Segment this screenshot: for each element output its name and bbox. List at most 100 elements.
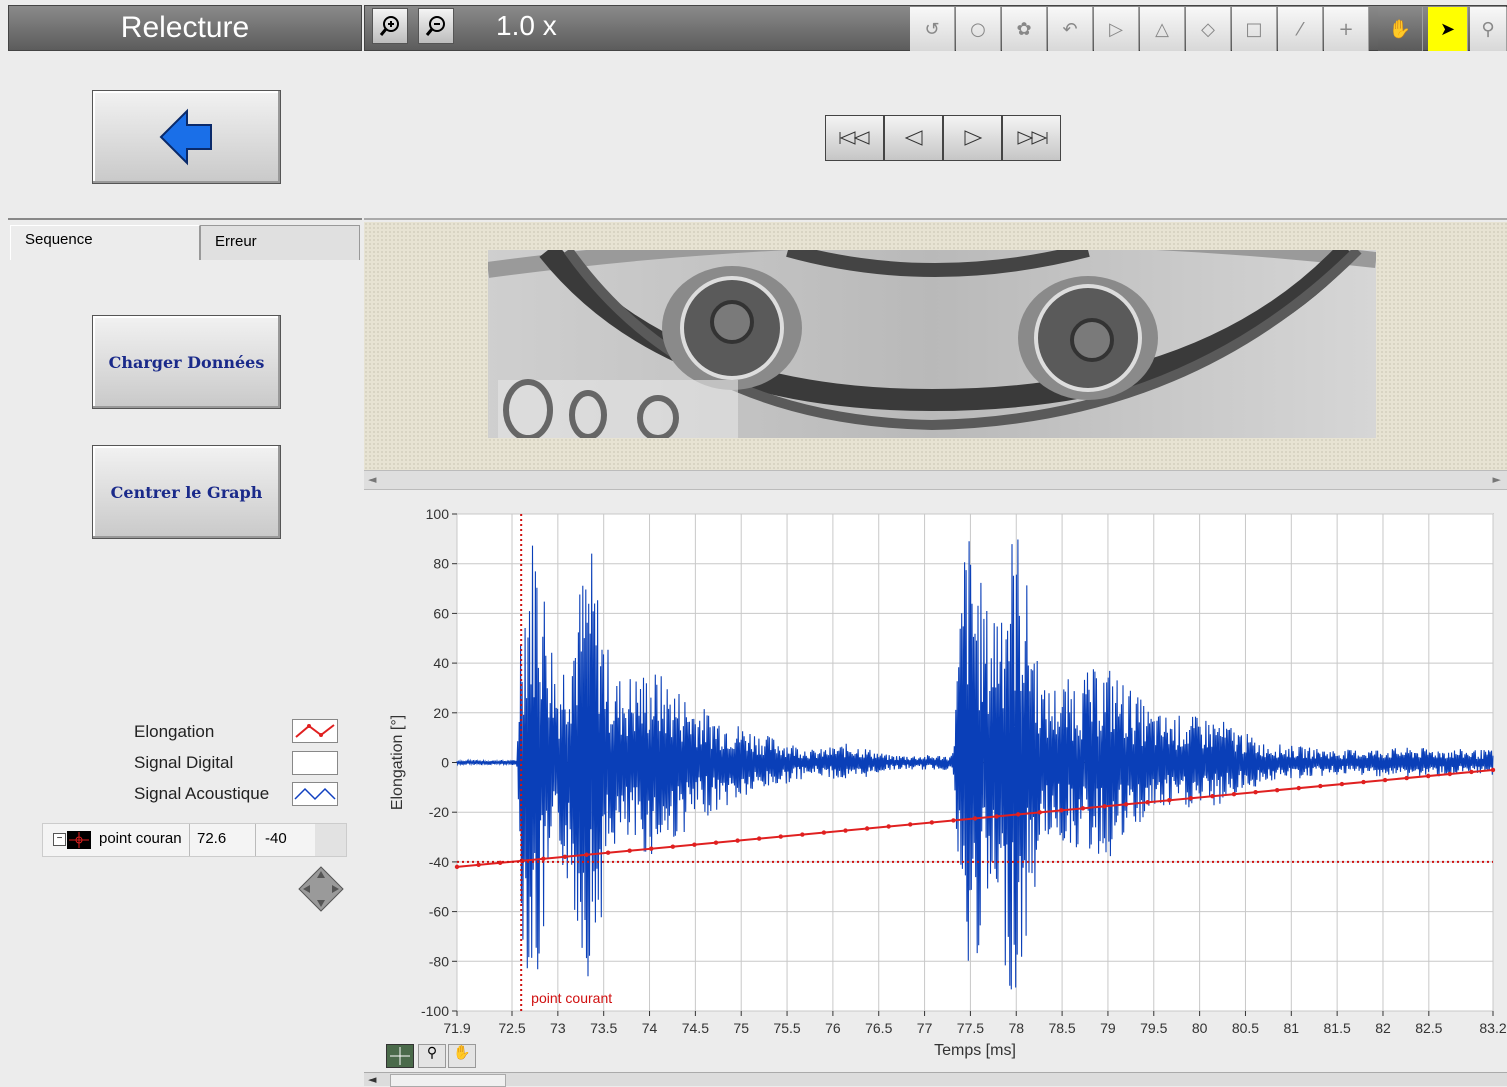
elongation-point — [1231, 791, 1237, 797]
zoom-out-icon — [425, 16, 445, 36]
elongation-point — [994, 814, 999, 819]
elongation-point — [649, 846, 654, 851]
x-axis-label: Temps [ms] — [934, 1042, 1016, 1059]
app-title: Relecture — [8, 5, 362, 51]
elongation-point — [1469, 769, 1474, 775]
elongation-point — [843, 828, 848, 833]
graph-cursor-tool-icon[interactable] — [386, 1044, 414, 1068]
elongation-point — [1167, 798, 1172, 803]
x-tick-label: 81 — [1284, 1020, 1300, 1036]
y-tick-label: 0 — [441, 755, 449, 771]
graph-pan-tool-icon[interactable]: ✋ — [448, 1044, 476, 1068]
x-tick-label: 77 — [917, 1020, 933, 1036]
previous-frame-button[interactable] — [884, 115, 943, 161]
rotated-rect-tool-icon[interactable]: ◇ — [1186, 7, 1231, 51]
elongation-point — [1339, 781, 1345, 787]
elongation-point — [1426, 773, 1431, 779]
freehand-region-tool-icon[interactable]: ✿ — [1002, 7, 1047, 51]
elongation-point — [454, 864, 460, 870]
y-tick-label: 60 — [433, 605, 449, 621]
elongation-point — [800, 832, 805, 837]
elongation-point — [584, 852, 589, 857]
y-tick-label: 100 — [426, 506, 450, 522]
elongation-chart[interactable]: 71.9 72.5 73 73.5 74 74.5 75 75.5 76 76.5 77 77.5 78… — [364, 494, 1507, 1072]
x-tick-label: 82 — [1375, 1020, 1391, 1036]
line-tool-icon[interactable]: ⁄ — [1278, 7, 1323, 51]
polyline-tool-icon[interactable]: △ — [1140, 7, 1185, 51]
elongation-point — [929, 820, 935, 825]
tab-erreur[interactable]: Erreur — [200, 225, 360, 260]
first-frame-button[interactable] — [825, 115, 884, 161]
elongation-point — [605, 850, 611, 855]
load-data-button[interactable]: Charger Données — [92, 315, 281, 409]
graph-scroll-left-icon[interactable]: ◄ — [368, 1073, 377, 1086]
elongation-point — [756, 836, 762, 841]
selection-arrow-icon[interactable]: ➤ — [1428, 7, 1468, 51]
elongation-point — [1145, 800, 1150, 805]
graph-scroll-thumb[interactable] — [390, 1074, 506, 1087]
elongation-point — [1102, 804, 1107, 809]
zoom-in-button[interactable] — [372, 8, 408, 44]
pan-hand-icon[interactable]: ✋ — [1378, 7, 1423, 51]
elongation-point — [670, 844, 676, 849]
cursor-style-icon[interactable] — [67, 831, 91, 849]
zoom-tool-icon[interactable]: ⚲ — [1470, 7, 1507, 51]
last-frame-icon — [1017, 131, 1047, 145]
elongation-point — [821, 830, 827, 835]
elongation-point — [1080, 806, 1086, 811]
x-tick-label: 83.2 — [1479, 1020, 1506, 1036]
elongation-point — [1404, 775, 1409, 781]
elongation-point — [1361, 779, 1366, 785]
elongation-point — [735, 838, 740, 843]
collapse-icon[interactable]: − — [53, 833, 66, 846]
elongation-point — [972, 816, 978, 821]
rotate-tool-icon[interactable]: ↺ — [910, 7, 955, 51]
circle-tool-icon[interactable]: ○ — [956, 7, 1001, 51]
y-tick-label: -60 — [429, 904, 449, 920]
next-frame-button[interactable] — [943, 115, 1002, 161]
last-frame-button[interactable] — [1002, 115, 1061, 161]
scroll-right-arrow-icon[interactable]: ► — [1492, 473, 1501, 486]
elongation-point — [1382, 777, 1388, 783]
legend-swatch-signal-digital[interactable] — [292, 751, 338, 775]
point-tool-icon[interactable]: + — [1324, 7, 1369, 51]
x-tick-label: 80.5 — [1232, 1020, 1259, 1036]
tab-sequence[interactable]: Sequence — [10, 225, 200, 260]
elongation-point — [951, 818, 956, 823]
elongation-point — [1059, 808, 1064, 813]
elongation-point — [497, 860, 503, 866]
elongation-point — [1447, 771, 1453, 777]
elongation-point — [476, 862, 481, 868]
legend-swatch-signal-acoustique[interactable] — [292, 782, 338, 806]
y-tick-label: 20 — [433, 705, 449, 721]
app-title-text: Relecture — [120, 11, 250, 44]
acoustic-line-icon — [294, 787, 336, 801]
elongation-point — [692, 842, 697, 847]
cursor-move-icon[interactable] — [298, 866, 344, 916]
elongation-point — [1210, 794, 1215, 799]
rectangle-tool-icon[interactable]: □ — [1232, 7, 1277, 51]
center-graph-button[interactable]: Centrer le Graph — [92, 445, 281, 539]
image-horizontal-scrollbar[interactable]: ◄ ► — [364, 470, 1507, 490]
polygon-tool-icon[interactable]: ▷ — [1094, 7, 1139, 51]
elongation-point — [627, 848, 632, 853]
back-button[interactable] — [92, 90, 281, 184]
camera-frame-image — [488, 250, 1376, 438]
cursor-y-value: -40 — [265, 830, 287, 847]
x-tick-label: 75.5 — [773, 1020, 800, 1036]
legend-swatch-elongation[interactable] — [292, 719, 338, 743]
freehand-line-tool-icon[interactable]: ↶ — [1048, 7, 1093, 51]
elongation-point — [1490, 767, 1496, 773]
x-tick-label: 74 — [642, 1020, 658, 1036]
legend-label-elongation: Elongation — [134, 722, 215, 741]
elongation-line-icon — [295, 724, 335, 738]
x-tick-label: 82.5 — [1415, 1020, 1442, 1036]
x-tick-label: 81.5 — [1324, 1020, 1351, 1036]
zoom-out-button[interactable] — [418, 8, 454, 44]
scroll-left-arrow-icon[interactable]: ◄ — [368, 473, 377, 486]
x-tick-label: 73.5 — [590, 1020, 617, 1036]
y-tick-label: 40 — [433, 655, 449, 671]
graph-horizontal-scrollbar[interactable]: ◄ — [364, 1072, 1507, 1087]
x-tick-label: 80 — [1192, 1020, 1208, 1036]
graph-zoom-tool-icon[interactable]: ⚲ — [418, 1044, 446, 1068]
